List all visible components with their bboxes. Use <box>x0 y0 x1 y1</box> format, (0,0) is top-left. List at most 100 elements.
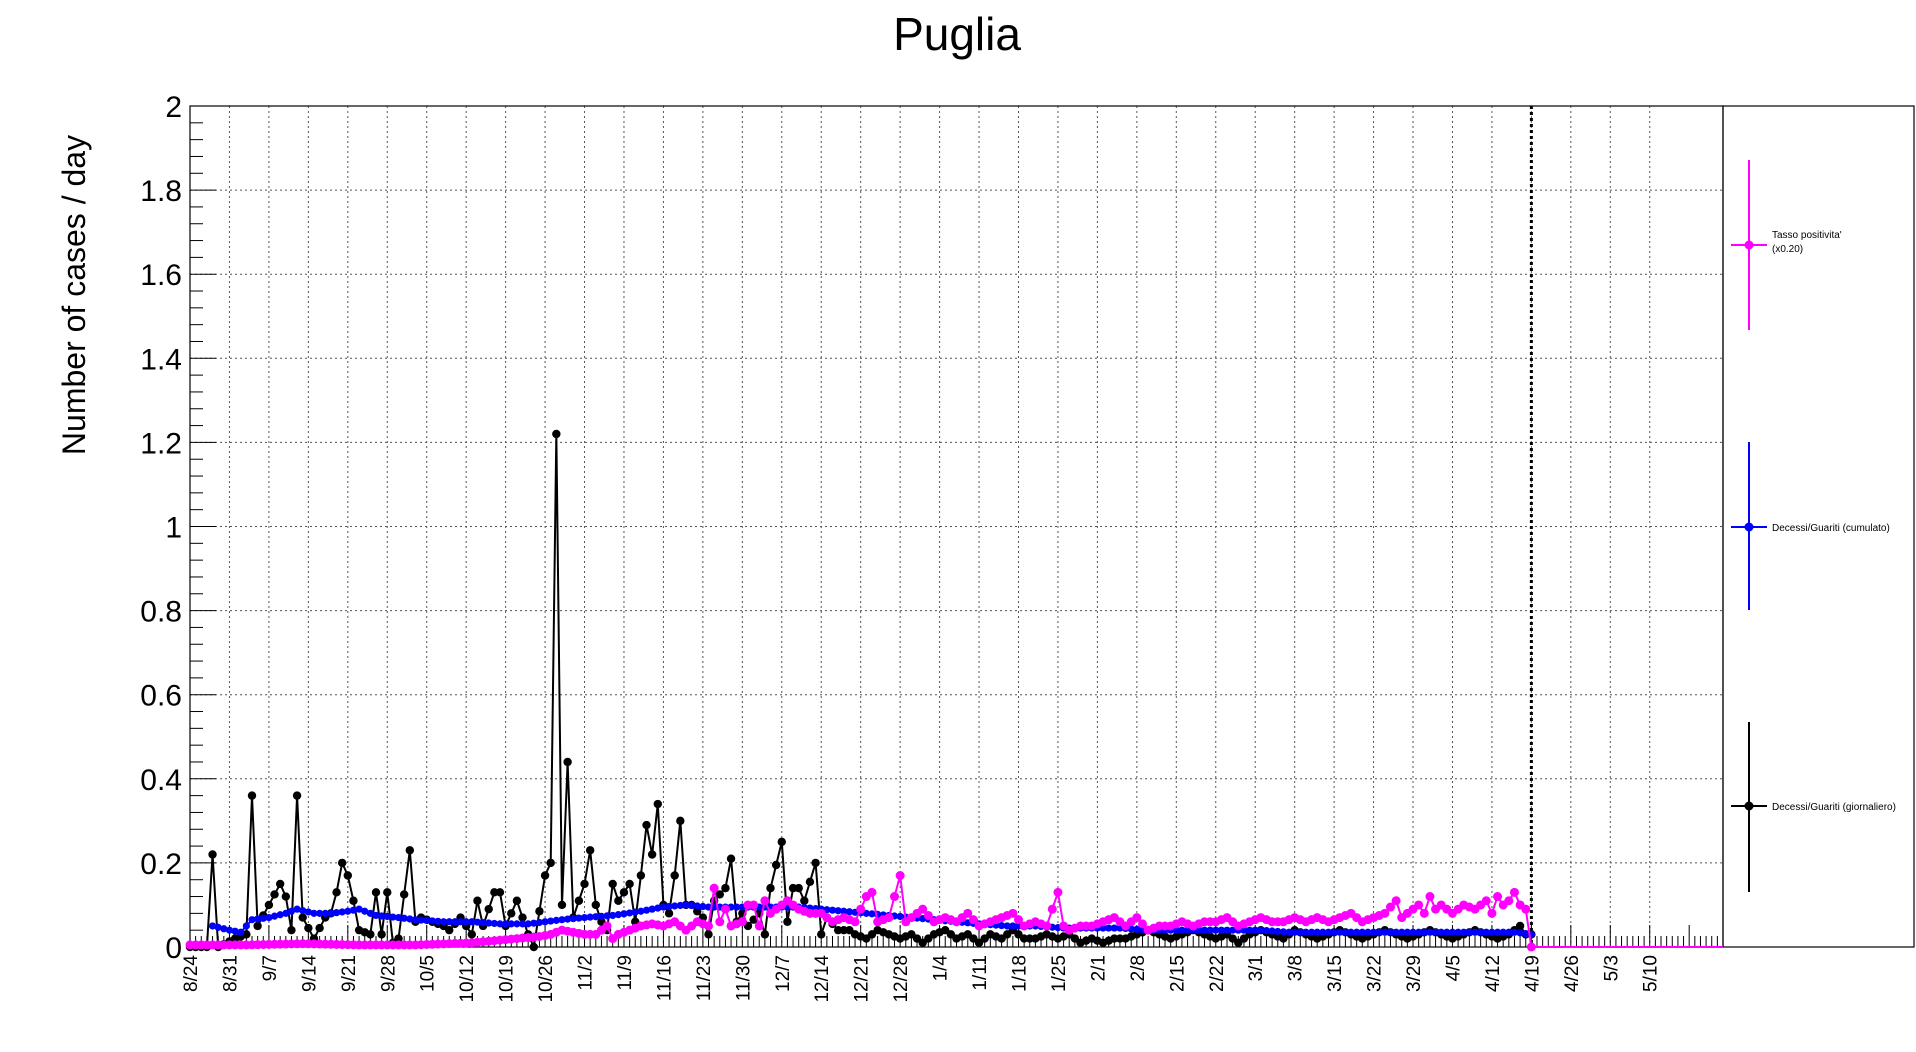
data-point <box>293 905 301 913</box>
data-point <box>1431 928 1440 936</box>
data-point <box>473 918 482 926</box>
data-point <box>440 918 448 926</box>
y-tick-label: 1.4 <box>140 343 182 376</box>
data-point <box>1437 928 1445 936</box>
data-point <box>237 928 245 936</box>
data-point <box>1516 929 1524 937</box>
x-tick-label: 3/15 <box>1325 955 1346 992</box>
data-point <box>1223 926 1231 934</box>
data-point <box>468 918 476 926</box>
data-point <box>721 883 730 893</box>
data-point <box>1482 928 1490 936</box>
data-point <box>1419 908 1429 918</box>
data-point <box>620 910 628 918</box>
data-point <box>394 934 403 943</box>
x-tick-label: 9/14 <box>299 955 320 992</box>
data-point <box>1229 926 1237 934</box>
data-point <box>608 879 617 889</box>
x-tick-label: 4/26 <box>1562 955 1583 992</box>
data-point <box>1347 928 1355 936</box>
data-point <box>574 896 584 905</box>
data-point <box>1426 928 1434 936</box>
x-tick-label: 11/9 <box>615 955 636 991</box>
x-tick-label: 1/18 <box>1009 955 1030 992</box>
data-point <box>254 915 262 923</box>
data-point <box>1509 887 1519 897</box>
legend-marker <box>1744 801 1754 811</box>
data-point <box>586 913 594 921</box>
y-tick-label: 1.6 <box>140 259 182 292</box>
x-tick-label: 8/31 <box>220 955 241 992</box>
data-point <box>580 879 589 889</box>
data-point <box>1341 928 1349 936</box>
data-point <box>338 908 346 916</box>
legend-marker <box>1744 240 1754 250</box>
legend-entry-2: Decessi/Guariti (giornaliero) <box>1731 722 1896 892</box>
x-tick-label: 9/7 <box>260 955 281 981</box>
data-point <box>1381 928 1389 936</box>
data-point <box>884 913 894 923</box>
data-point <box>1206 926 1214 934</box>
data-point <box>535 907 544 916</box>
data-point <box>670 871 679 880</box>
data-point <box>715 890 724 899</box>
x-tick-label: 2/8 <box>1128 955 1149 981</box>
data-point <box>1183 926 1192 934</box>
data-point <box>760 896 770 906</box>
data-point <box>1302 928 1310 936</box>
data-point <box>270 912 279 920</box>
data-point <box>1251 926 1259 934</box>
x-tick-label: 10/26 <box>536 955 557 1003</box>
x-tick-label: 8/24 <box>181 955 202 992</box>
data-point <box>592 913 600 921</box>
data-point <box>1324 928 1333 936</box>
legend: Tasso positivita' (x0.20) Decessi/Guariti … <box>1731 160 1896 892</box>
series-2 <box>185 871 1723 952</box>
data-point <box>760 930 770 939</box>
data-point <box>1053 887 1063 897</box>
legend-marker <box>1744 522 1754 532</box>
data-point <box>524 920 532 928</box>
data-point <box>1386 928 1395 936</box>
data-point <box>361 907 369 915</box>
x-tick-label: 11/30 <box>733 955 754 1001</box>
data-point <box>315 923 324 933</box>
data-point <box>647 850 657 859</box>
data-point <box>1240 926 1248 934</box>
data-point <box>834 907 842 915</box>
x-tick-label: 1/11 <box>970 955 991 991</box>
x-tick-label: 3/29 <box>1404 955 1425 992</box>
data-point <box>1465 928 1473 936</box>
data-point <box>1285 928 1293 936</box>
legend-frame <box>1722 105 1915 948</box>
data-point <box>648 905 656 913</box>
data-point <box>343 871 353 880</box>
data-point <box>1008 908 1018 918</box>
data-point <box>1217 926 1225 934</box>
data-point <box>614 896 623 905</box>
data-point <box>552 429 561 439</box>
data-point <box>406 915 414 923</box>
data-point <box>1460 928 1468 936</box>
x-tick-label: 12/14 <box>812 955 833 1003</box>
data-point <box>1515 921 1525 931</box>
data-point <box>671 902 679 910</box>
data-point <box>377 930 386 939</box>
data-point <box>1493 892 1503 902</box>
data-point <box>1336 928 1344 936</box>
data-point <box>1526 942 1536 952</box>
data-point <box>1200 926 1209 934</box>
x-tick-label: 3/8 <box>1286 955 1307 981</box>
x-tick-label: 11/2 <box>576 955 597 991</box>
data-point <box>1364 928 1372 936</box>
data-point <box>535 918 544 927</box>
data-point <box>997 921 1006 930</box>
data-point <box>287 907 296 915</box>
legend-label: Decessi/Guariti (giornaliero) <box>1772 802 1896 813</box>
data-point <box>771 860 781 870</box>
data-point <box>642 820 651 830</box>
data-point <box>693 902 701 910</box>
data-point <box>1505 928 1513 936</box>
legend-entry-1: Decessi/Guariti (cumulato) <box>1731 442 1890 610</box>
data-point <box>456 918 465 926</box>
